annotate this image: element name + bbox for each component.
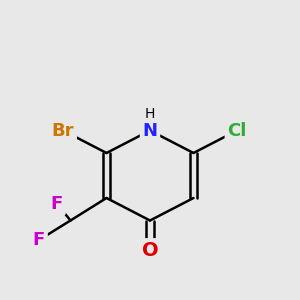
Text: H: H [145, 107, 155, 121]
Text: F: F [51, 195, 63, 213]
Text: F: F [33, 231, 45, 249]
Text: Br: Br [52, 122, 74, 140]
Text: O: O [142, 241, 158, 260]
Text: Cl: Cl [227, 122, 247, 140]
Text: N: N [142, 122, 158, 140]
